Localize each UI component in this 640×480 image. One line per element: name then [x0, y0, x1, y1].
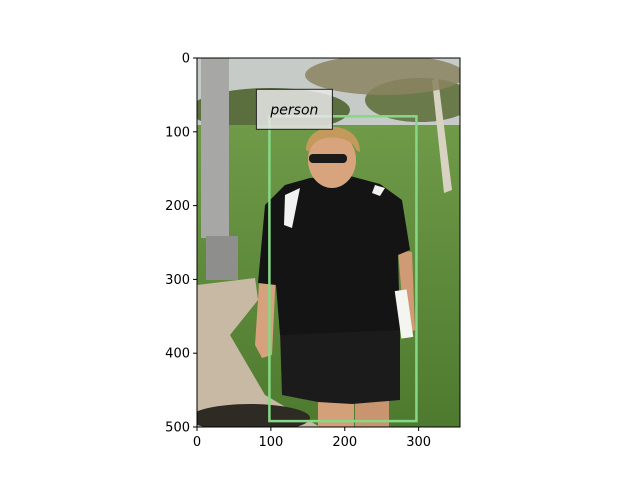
x-tick-label: 300 [406, 435, 431, 450]
light-pole [201, 58, 229, 238]
y-tick-label: 300 [165, 273, 190, 288]
y-axis-ticks: 0 100 200 300 400 500 [165, 52, 197, 436]
detection-label: person [269, 102, 318, 118]
hair [306, 127, 360, 152]
tree-trunk [432, 78, 452, 193]
shorts [280, 330, 400, 404]
sunglasses [309, 154, 347, 163]
y-tick-label: 500 [165, 421, 190, 436]
x-axis-ticks: 0 100 200 300 [193, 427, 431, 450]
y-tick-label: 200 [165, 199, 190, 214]
shirt-stripe-left [284, 188, 300, 228]
detections-layer: person [255, 88, 418, 423]
x-tick-label: 100 [258, 435, 283, 450]
y-tick-label: 100 [165, 125, 190, 140]
pole-base [206, 236, 238, 280]
y-tick-label: 400 [165, 347, 190, 362]
shirt-stripe-right [372, 185, 385, 196]
shirt [258, 176, 410, 335]
axes-frame [196, 57, 461, 428]
x-tick-label: 200 [332, 435, 357, 450]
y-tick-label: 0 [182, 52, 190, 67]
detection-box [268, 115, 418, 423]
shadow-on-path [197, 404, 310, 427]
tree-foliage [305, 58, 460, 95]
x-tick-label: 0 [193, 435, 201, 450]
paper-in-hand [394, 289, 414, 339]
detection-label-box [255, 88, 333, 130]
left-arm [255, 270, 276, 358]
sidewalk-path [197, 278, 320, 427]
